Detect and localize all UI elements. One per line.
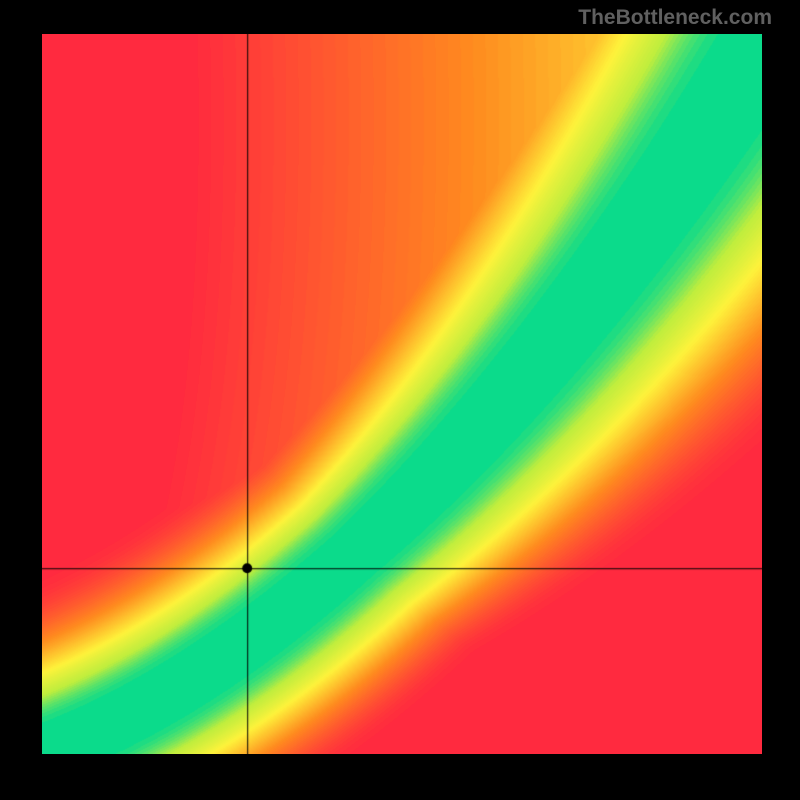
plot-area — [42, 34, 762, 754]
chart-container: TheBottleneck.com — [0, 0, 800, 800]
heatmap-canvas — [42, 34, 762, 754]
watermark-text: TheBottleneck.com — [578, 6, 772, 30]
